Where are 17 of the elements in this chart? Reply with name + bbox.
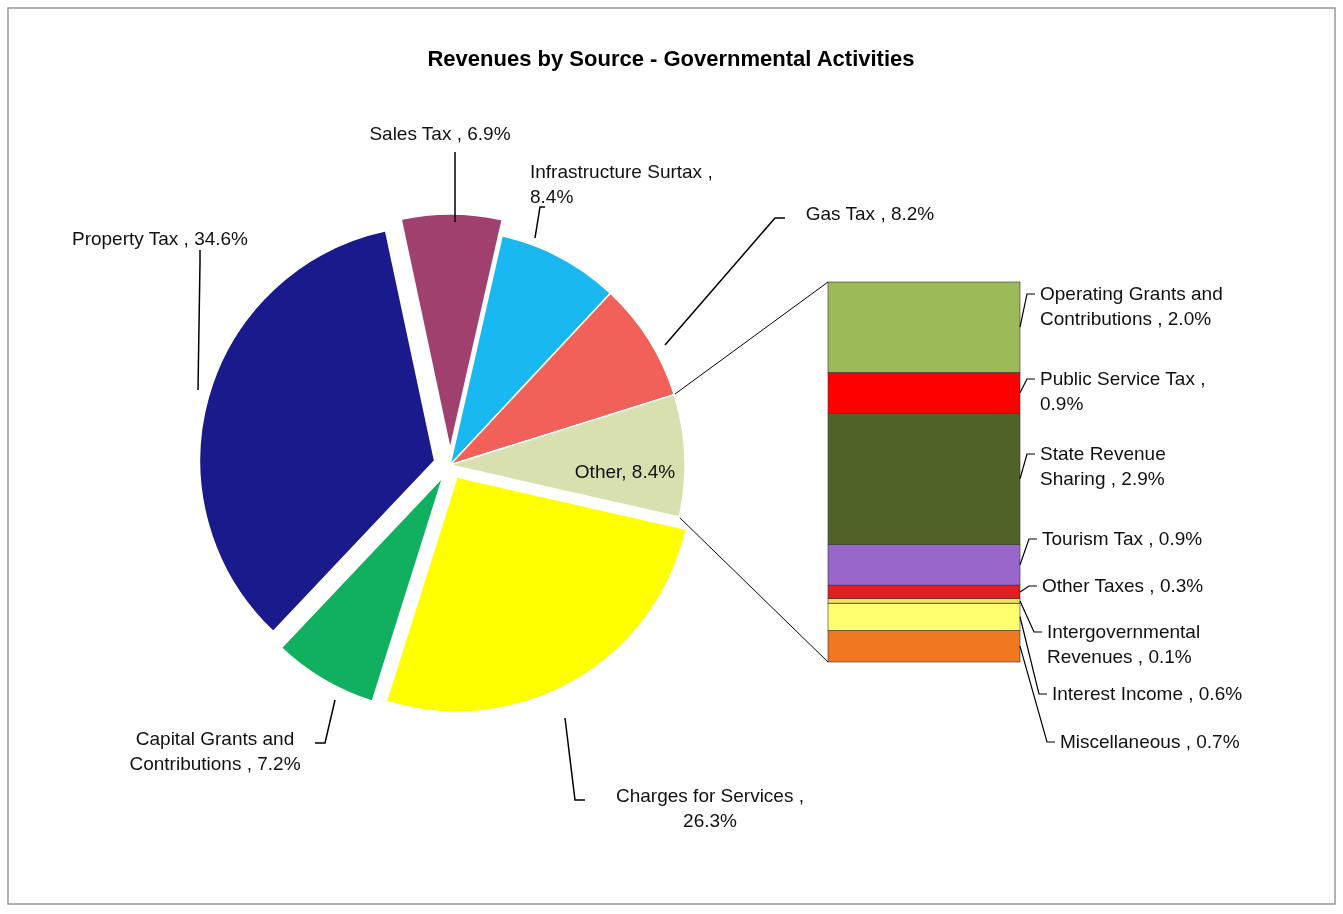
text: State Revenue Sharing , 2.9% (1040, 443, 1166, 489)
data-label: 0.9% (1040, 393, 1084, 414)
text: Intergovernmental Revenues , 0.1% (1047, 621, 1201, 667)
slice-label: Gas Tax , 8.2% (805, 203, 935, 224)
chart-title: Revenues by Source - Governmental Activities (427, 46, 915, 71)
text: Miscellaneous , 0.7% (1060, 731, 1240, 752)
text: Other Taxes , 0.3% (1042, 575, 1204, 596)
slice-label: Other, 8.4% (574, 461, 676, 482)
text: Operating Grants and Contributions , 2.0% (1040, 283, 1223, 329)
text: Interest Income , 0.6% (1052, 683, 1243, 704)
slice-label: Sales Tax , 6.9% (369, 123, 511, 144)
series-label: Public Service Tax , (1040, 368, 1206, 389)
text: Tourism Tax , 0.9% (1042, 528, 1203, 549)
slice-label: Property Tax , 34.6% (71, 228, 249, 249)
slice-label: Capital Grants and Contributions , 7.2% (129, 728, 301, 774)
slice-label: Infrastructure Surtax , 8.4% (530, 161, 713, 207)
slice-label: Charges for Services , 26.3% (616, 785, 804, 831)
